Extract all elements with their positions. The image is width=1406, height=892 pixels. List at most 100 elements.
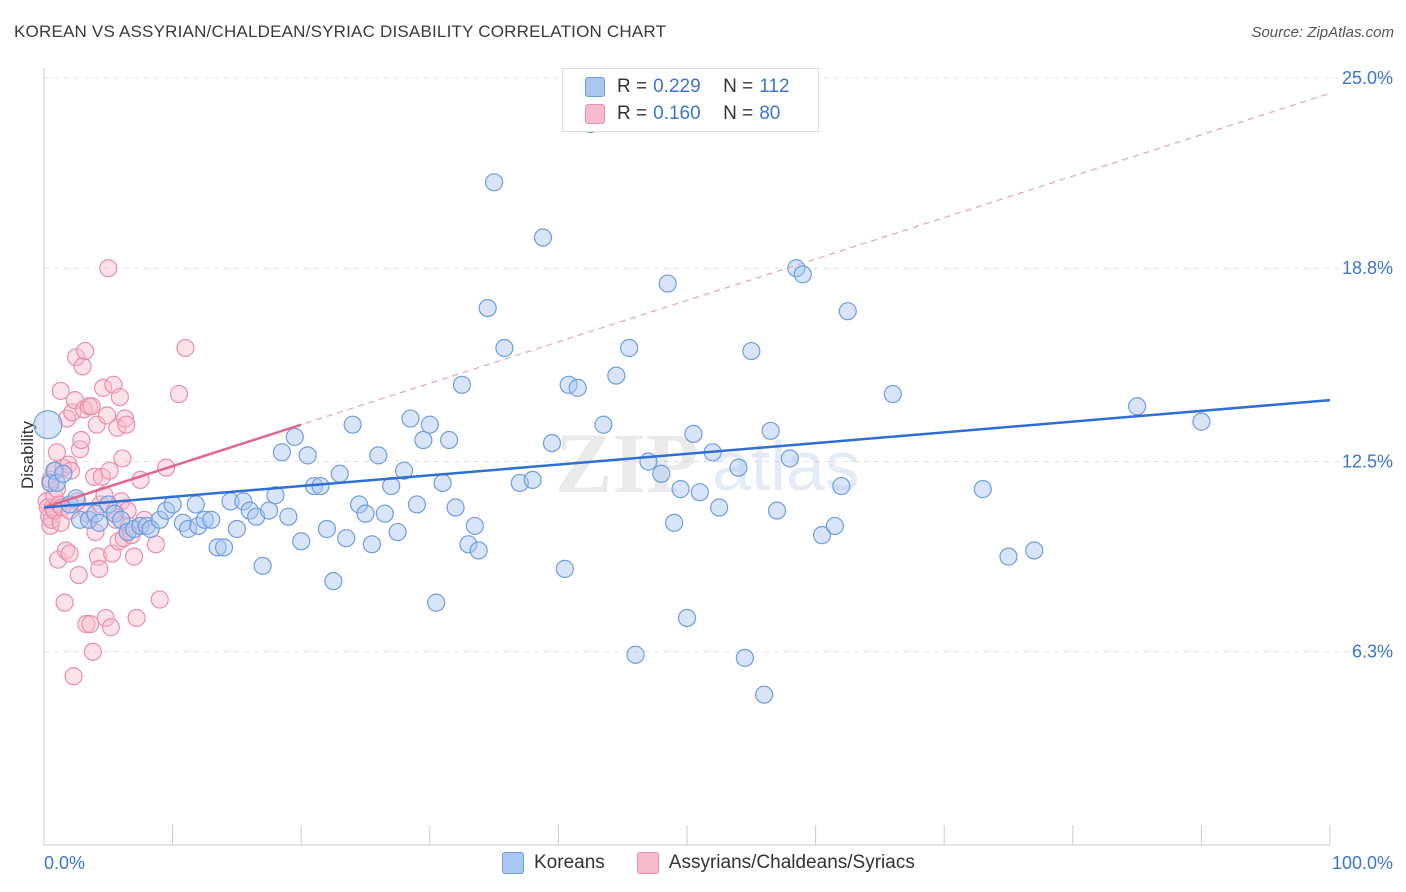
data-point-assyrians xyxy=(76,341,95,361)
legend-label-koreans: Koreans xyxy=(534,852,605,873)
data-point-koreans xyxy=(253,556,272,575)
data-point-assyrians xyxy=(72,430,91,450)
data-point-koreans xyxy=(883,384,902,404)
y-tick-label: 6.3% xyxy=(1352,642,1393,662)
data-point-assyrians xyxy=(96,608,115,628)
data-point-assyrians xyxy=(113,449,132,468)
legend-row-koreans: R = 0.229 N = 112 xyxy=(585,74,790,100)
data-point-koreans xyxy=(761,421,780,440)
data-point-assyrians xyxy=(110,387,129,407)
legend-n-label: N = xyxy=(723,76,754,97)
data-point-koreans xyxy=(292,532,311,551)
data-point-koreans xyxy=(285,427,304,447)
data-point-assyrians xyxy=(77,615,96,634)
data-point-koreans xyxy=(337,529,356,548)
data-point-koreans xyxy=(343,415,362,434)
legend-r-value: 0.229 xyxy=(653,76,701,97)
data-point-koreans xyxy=(186,495,205,514)
data-point-koreans xyxy=(33,410,63,440)
data-point-assyrians xyxy=(67,348,86,367)
data-point-koreans xyxy=(362,535,382,554)
data-point-assyrians xyxy=(117,415,136,434)
legend-r-label: R = xyxy=(617,103,648,124)
data-point-assyrians xyxy=(115,409,135,428)
data-point-koreans xyxy=(227,519,246,539)
data-point-koreans xyxy=(439,430,459,450)
data-point-assyrians xyxy=(64,667,83,686)
data-point-koreans xyxy=(202,510,221,529)
chart-title: KOREAN VS ASSYRIAN/CHALDEAN/SYRIAC DISAB… xyxy=(14,22,667,41)
data-point-assyrians xyxy=(85,467,104,486)
data-point-koreans xyxy=(131,516,150,536)
data-point-koreans xyxy=(54,464,73,483)
data-point-koreans xyxy=(298,446,317,465)
data-point-koreans xyxy=(47,473,66,493)
data-point-koreans xyxy=(626,645,645,664)
data-point-koreans xyxy=(742,341,761,361)
grid-lines xyxy=(44,77,1392,653)
data-point-assyrians xyxy=(127,608,146,628)
legend-r-label: R = xyxy=(617,76,648,97)
data-point-koreans xyxy=(349,495,369,514)
data-point-koreans xyxy=(485,173,504,192)
data-point-koreans xyxy=(150,510,169,529)
data-point-assyrians xyxy=(82,397,101,416)
data-point-assyrians xyxy=(73,357,92,376)
data-point-koreans xyxy=(555,559,574,578)
data-point-assyrians xyxy=(69,565,88,585)
data-point-koreans xyxy=(838,302,857,321)
data-point-koreans xyxy=(1127,397,1147,416)
y-tick-label: 18.8% xyxy=(1342,258,1393,278)
data-point-assyrians xyxy=(83,642,102,661)
data-point-koreans xyxy=(658,274,677,293)
legend-swatch-koreans xyxy=(502,852,524,874)
data-point-koreans xyxy=(1192,412,1211,431)
data-point-koreans xyxy=(420,415,439,434)
data-point-koreans xyxy=(452,375,472,394)
data-point-koreans xyxy=(208,538,227,557)
data-point-koreans xyxy=(568,378,587,397)
data-point-koreans xyxy=(495,338,514,358)
data-point-koreans xyxy=(684,424,703,443)
data-point-koreans xyxy=(767,501,787,520)
data-point-assyrians xyxy=(90,559,109,578)
data-point-koreans xyxy=(735,648,754,667)
data-point-koreans xyxy=(279,507,298,526)
data-point-assyrians xyxy=(169,384,189,404)
data-point-assyrians xyxy=(49,550,68,569)
data-point-koreans xyxy=(973,480,992,499)
data-point-assyrians xyxy=(94,378,113,397)
data-point-koreans xyxy=(607,366,626,385)
data-point-koreans xyxy=(195,510,214,529)
data-point-koreans xyxy=(710,498,729,517)
data-point-assyrians xyxy=(47,443,66,462)
data-point-koreans xyxy=(394,461,414,480)
data-point-koreans xyxy=(594,415,613,434)
x-tick-labels: 0.0% 100.0% xyxy=(44,853,1393,873)
data-point-assyrians xyxy=(60,544,79,563)
legend-row-assyrians: R = 0.160 N = 80 xyxy=(585,101,780,127)
data-point-koreans xyxy=(433,473,452,493)
trend-lines xyxy=(43,92,1331,509)
legend-n-value: 80 xyxy=(759,103,781,124)
axes xyxy=(43,68,1331,846)
x-tick-label: 0.0% xyxy=(44,853,85,873)
data-point-koreans xyxy=(999,547,1018,566)
data-point-koreans xyxy=(99,495,118,514)
data-point-koreans xyxy=(317,519,337,539)
data-point-assyrians xyxy=(99,259,118,278)
data-point-koreans xyxy=(375,504,394,523)
data-point-koreans xyxy=(671,480,690,499)
data-point-koreans xyxy=(272,443,292,462)
legend-swatch-koreans xyxy=(585,77,605,97)
data-point-koreans xyxy=(832,476,851,496)
data-point-koreans xyxy=(407,495,427,514)
data-point-assyrians xyxy=(55,593,74,612)
data-point-assyrians xyxy=(97,406,117,425)
data-point-assyrians xyxy=(51,513,70,532)
data-point-koreans xyxy=(356,504,375,523)
trend-line-koreans xyxy=(43,398,1331,509)
data-point-assyrians xyxy=(150,590,169,609)
data-point-koreans xyxy=(259,501,279,520)
